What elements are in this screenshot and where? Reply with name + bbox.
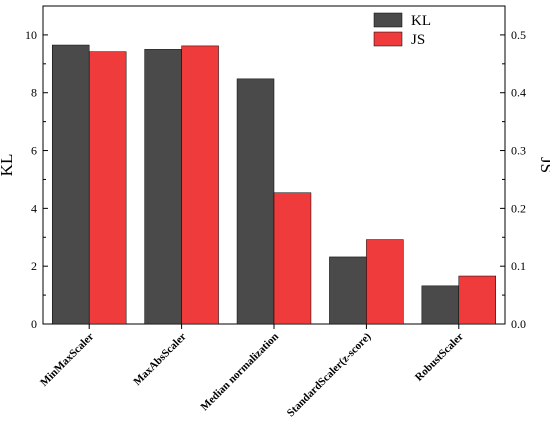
right-axis-title: JS xyxy=(537,157,550,173)
bar-kl xyxy=(51,44,90,325)
category-label: Median normalization xyxy=(199,331,282,414)
x-axis xyxy=(88,324,460,329)
legend-kl-swatch xyxy=(373,12,403,28)
category-label: StandardScaler(z-score) xyxy=(285,330,374,419)
right-tick-label: 0.5 xyxy=(511,28,526,42)
left-axis-title: KL xyxy=(0,154,16,177)
left-tick-label: 4 xyxy=(31,201,37,215)
category-label: MinMaxScaler xyxy=(38,331,96,389)
right-tick-label: 0.2 xyxy=(511,201,526,215)
bar-js xyxy=(273,192,312,325)
right-tick-label: 0.1 xyxy=(511,259,526,273)
category-label: MaxAbsScaler xyxy=(131,331,188,388)
legend-kl-label: KL xyxy=(411,13,431,29)
bar-js xyxy=(366,239,404,325)
bar-kl xyxy=(421,285,460,325)
bar-js xyxy=(458,275,497,325)
right-tick-label: 0.4 xyxy=(511,86,526,100)
bar-kl xyxy=(329,256,367,325)
bars xyxy=(51,44,497,325)
left-tick-label: 8 xyxy=(31,86,37,100)
left-tick-label: 2 xyxy=(31,259,37,273)
right-y-axis: 0.0 0.1 0.2 0.3 0.4 0.5 xyxy=(500,28,526,331)
category-labels: MinMaxScaler MaxAbsScaler Median normaliza… xyxy=(38,330,466,419)
right-tick-label: 0.3 xyxy=(511,144,526,158)
left-y-axis: 0 2 4 6 8 10 xyxy=(25,28,48,331)
bar-js xyxy=(181,45,219,325)
left-tick-label: 0 xyxy=(31,317,37,331)
bar-kl xyxy=(236,78,275,325)
category-label: RobustScaler xyxy=(413,331,466,384)
left-tick-label: 10 xyxy=(25,28,37,42)
legend: KL JS xyxy=(373,12,431,48)
right-tick-label: 0.0 xyxy=(511,317,526,331)
bar-kl xyxy=(144,49,182,325)
legend-js-label: JS xyxy=(411,32,425,48)
left-tick-label: 6 xyxy=(31,144,37,158)
legend-js-swatch xyxy=(373,31,403,47)
bar-js xyxy=(88,51,127,325)
